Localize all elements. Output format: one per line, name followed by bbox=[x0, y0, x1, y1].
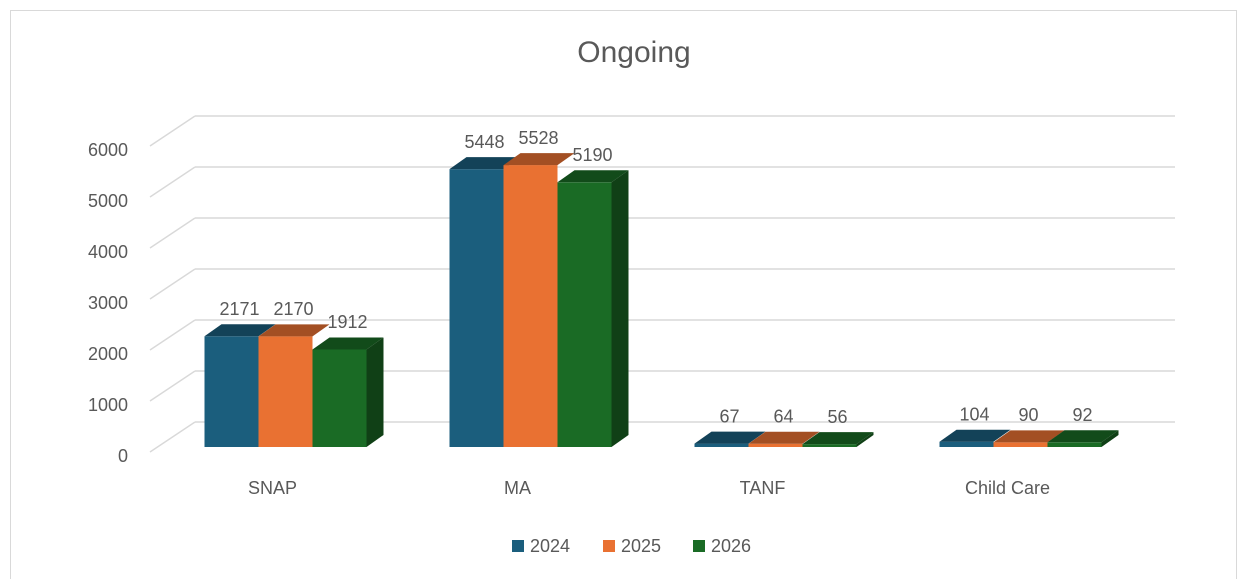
bar-front bbox=[258, 336, 313, 447]
data-label: 5190 bbox=[572, 145, 612, 165]
data-label: 56 bbox=[827, 407, 847, 427]
grid-line-side bbox=[149, 166, 196, 198]
bar-top bbox=[312, 337, 384, 350]
grid-line-side bbox=[149, 217, 196, 249]
bar-front bbox=[1047, 442, 1102, 447]
bar-top bbox=[802, 432, 874, 445]
bar-front bbox=[204, 336, 259, 447]
grid-line-side bbox=[149, 421, 196, 453]
data-label: 5448 bbox=[464, 132, 504, 152]
bar-top bbox=[1047, 430, 1119, 443]
x-tick-label: MA bbox=[504, 478, 531, 498]
bar-front bbox=[449, 169, 504, 448]
data-label: 2170 bbox=[273, 299, 313, 319]
y-tick-label: 5000 bbox=[88, 191, 128, 211]
chart-title: Ongoing bbox=[577, 36, 690, 69]
data-label: 1912 bbox=[327, 312, 367, 332]
data-label: 2171 bbox=[219, 299, 259, 319]
bar-front bbox=[312, 349, 367, 447]
data-label: 5528 bbox=[518, 128, 558, 148]
bar-front bbox=[557, 182, 612, 447]
y-tick-label: 2000 bbox=[88, 344, 128, 364]
grid-line-side bbox=[149, 370, 196, 402]
legend-label: 2026 bbox=[711, 536, 751, 556]
bar-front bbox=[802, 444, 857, 447]
legend-swatch bbox=[603, 540, 615, 552]
bar-side bbox=[1101, 430, 1119, 447]
bar-front bbox=[694, 443, 749, 447]
bar-front bbox=[748, 443, 803, 447]
bar-top bbox=[557, 170, 629, 183]
x-tick-label: TANF bbox=[740, 478, 786, 498]
data-label: 67 bbox=[719, 406, 739, 426]
data-label: 90 bbox=[1018, 405, 1038, 425]
grid-line-side bbox=[149, 268, 196, 300]
bar-top bbox=[449, 157, 521, 170]
bar-top bbox=[204, 324, 276, 337]
bar-side bbox=[856, 432, 874, 447]
bar-top bbox=[694, 431, 766, 444]
grid-line-side bbox=[149, 319, 196, 351]
bar-top bbox=[258, 324, 330, 337]
bar-top bbox=[748, 431, 820, 444]
x-tick-label: SNAP bbox=[248, 478, 297, 498]
data-label: 64 bbox=[773, 406, 793, 426]
legend-swatch bbox=[512, 540, 524, 552]
data-label: 104 bbox=[959, 404, 989, 424]
bar-front bbox=[503, 165, 558, 447]
bar-top bbox=[503, 153, 575, 166]
bar-side bbox=[366, 337, 384, 447]
y-tick-label: 4000 bbox=[88, 242, 128, 262]
y-tick-label: 1000 bbox=[88, 395, 128, 415]
bar-top bbox=[993, 430, 1065, 443]
bar-side bbox=[611, 170, 629, 447]
y-tick-label: 0 bbox=[118, 446, 128, 466]
y-tick-label: 6000 bbox=[88, 140, 128, 160]
x-tick-label: Child Care bbox=[965, 478, 1050, 498]
bar-front bbox=[939, 441, 994, 447]
legend-label: 2025 bbox=[621, 536, 661, 556]
data-label: 92 bbox=[1072, 405, 1092, 425]
legend-swatch bbox=[693, 540, 705, 552]
bar-top bbox=[939, 429, 1011, 442]
y-tick-label: 3000 bbox=[88, 293, 128, 313]
legend-label: 2024 bbox=[530, 536, 570, 556]
bar-front bbox=[993, 442, 1048, 447]
grid-line-side bbox=[149, 115, 196, 147]
